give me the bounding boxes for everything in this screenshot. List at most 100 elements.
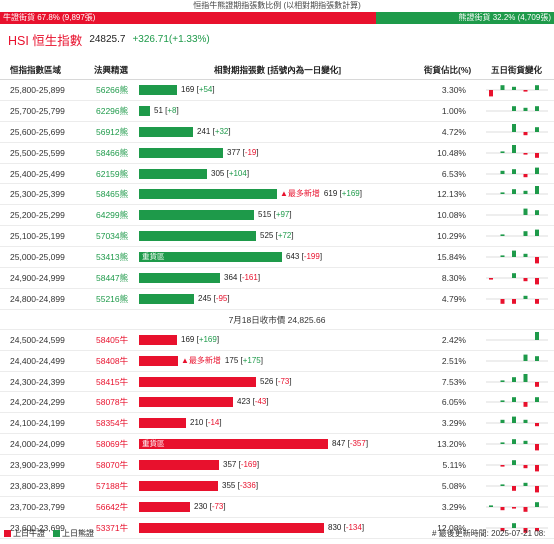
table-row: 24,000-24,099 58069牛 重貨區 847 [-357] 13.20% bbox=[0, 434, 554, 456]
distribution-bar: 重貨區 bbox=[139, 439, 328, 450]
distribution-bar-cell: 830 [-134] bbox=[139, 522, 365, 533]
distribution-bar bbox=[139, 105, 150, 116]
trend-bar bbox=[535, 527, 539, 532]
trend-bar bbox=[535, 355, 539, 361]
range-cell: 23,600-23,699 bbox=[10, 522, 65, 533]
distribution-bar bbox=[139, 273, 220, 284]
table-row: 25,300-25,399 58465熊 ▲最多新增 619 [+169] 12.13% bbox=[0, 184, 554, 206]
table-row: 23,900-23,999 58070牛 357 [-169] 5.11% bbox=[0, 455, 554, 477]
table-row: 24,500-24,599 58405牛 169 [+169] 2.42% bbox=[0, 330, 554, 351]
day-change: -43 bbox=[254, 397, 267, 407]
trend-bar bbox=[512, 439, 516, 445]
legal-product-link[interactable]: 56266熊 bbox=[96, 85, 129, 95]
table-row: 23,600-23,699 53371牛 830 [-134] 12.08% bbox=[0, 518, 554, 539]
trend-bar bbox=[512, 273, 516, 279]
trend-bar bbox=[500, 420, 505, 424]
heavy-zone-label: 重貨區 bbox=[142, 252, 165, 262]
table-row: 24,400-24,499 58408牛 ▲最多新增 175 [+175] 2.51% bbox=[0, 351, 554, 372]
trend-bar bbox=[500, 527, 505, 532]
legal-product-link[interactable]: 57188牛 bbox=[96, 481, 129, 492]
distribution-bar-cell: 526 [-73] bbox=[139, 376, 292, 387]
day-change: +97 bbox=[275, 210, 290, 220]
legal-product-link[interactable]: 58447熊 bbox=[96, 273, 129, 284]
legal-product-link[interactable]: 58078牛 bbox=[96, 397, 129, 408]
range-cell: 24,100-24,199 bbox=[10, 418, 65, 429]
percentage-cell: 4.79% bbox=[441, 293, 466, 304]
range-cell: 24,400-24,499 bbox=[10, 355, 65, 366]
trend-bar bbox=[500, 442, 505, 445]
legal-product-link[interactable]: 62296熊 bbox=[96, 105, 129, 116]
day-change: -161 bbox=[241, 273, 258, 283]
legal-product-link[interactable]: 58405牛 bbox=[96, 334, 129, 345]
distribution-bar bbox=[139, 522, 324, 533]
range-cell: 25,300-25,399 bbox=[10, 189, 65, 200]
legal-product-link[interactable]: 58466熊 bbox=[96, 147, 129, 158]
table-row: 25,200-25,299 64299熊 515 [+97] 10.08% bbox=[0, 205, 554, 227]
trend-bar bbox=[535, 502, 539, 507]
trend-bar bbox=[523, 208, 528, 216]
legal-product-link[interactable]: 62159熊 bbox=[96, 168, 129, 179]
distribution-value: 643 [-199] bbox=[286, 252, 323, 262]
legal-product-link[interactable]: 58465熊 bbox=[96, 189, 129, 200]
distribution-value: 515 [+97] bbox=[258, 210, 292, 220]
distribution-bar-cell: 169 [+54] bbox=[139, 85, 215, 95]
legal-product-link[interactable]: 56912熊 bbox=[96, 126, 129, 137]
last-updated: # 最後更新時間: 2025-07-21 08: bbox=[432, 529, 546, 538]
percentage-cell: 6.53% bbox=[441, 168, 466, 179]
legal-product-link[interactable]: 58415牛 bbox=[96, 376, 129, 387]
legal-product-link[interactable]: 57034熊 bbox=[96, 231, 129, 242]
bull-rows: 24,500-24,599 58405牛 169 [+169] 2.42% 24,400… bbox=[0, 330, 554, 539]
distribution-value: 830 [-134] bbox=[328, 522, 365, 532]
trend-bar bbox=[535, 331, 539, 340]
day-change: +169 bbox=[198, 334, 217, 344]
range-cell: 25,800-25,899 bbox=[10, 85, 65, 95]
day-change: +8 bbox=[167, 105, 177, 115]
trend-bar bbox=[512, 106, 516, 111]
trend-bar bbox=[489, 278, 493, 280]
legal-product-link[interactable]: 58070牛 bbox=[96, 460, 129, 471]
trend-bar bbox=[535, 298, 539, 304]
bear-swatch-icon bbox=[53, 530, 60, 538]
value-number: 169 bbox=[181, 334, 195, 344]
value-number: 525 bbox=[260, 231, 274, 241]
range-cell: 24,900-24,999 bbox=[10, 273, 65, 284]
distribution-bar bbox=[139, 376, 256, 387]
distribution-bar-cell: ▲最多新增 175 [+175] bbox=[139, 355, 263, 366]
legal-product-link[interactable]: 56642牛 bbox=[96, 501, 129, 512]
table-row: 25,600-25,699 56912熊 241 [+32] 4.72% bbox=[0, 122, 554, 143]
range-cell: 24,500-24,599 bbox=[10, 334, 65, 345]
value-number: 210 bbox=[190, 418, 204, 428]
legal-product-link[interactable]: 64299熊 bbox=[96, 210, 129, 221]
distribution-bar bbox=[139, 460, 219, 471]
legal-product-link[interactable]: 58408牛 bbox=[96, 355, 129, 366]
table-row: 25,700-25,799 62296熊 51 [+8] 1.00% bbox=[0, 101, 554, 122]
legal-product-link[interactable]: 53413熊 bbox=[96, 252, 129, 263]
trend-bar bbox=[535, 278, 539, 285]
legal-product-link[interactable]: 55216熊 bbox=[96, 293, 129, 304]
trend-bar bbox=[512, 250, 516, 258]
percentage-cell: 10.08% bbox=[437, 210, 466, 221]
index-price: 24825.7 bbox=[89, 33, 126, 45]
five-day-trend-chart bbox=[486, 502, 548, 512]
legal-product-link[interactable]: 58354牛 bbox=[96, 418, 129, 429]
value-number: 169 bbox=[181, 85, 195, 94]
legal-product-link[interactable]: 58069牛 bbox=[96, 439, 129, 450]
trend-bar bbox=[523, 90, 528, 92]
five-day-trend-chart bbox=[486, 167, 548, 177]
trend-bar bbox=[512, 506, 516, 509]
day-change: -73 bbox=[277, 376, 290, 386]
trend-bar bbox=[512, 376, 516, 382]
trend-bar bbox=[512, 523, 516, 528]
distribution-bar bbox=[139, 418, 186, 429]
value-number: 230 bbox=[194, 501, 208, 511]
day-change: +72 bbox=[277, 231, 292, 241]
trend-bar bbox=[535, 167, 539, 174]
distribution-value: 175 [+175] bbox=[224, 355, 263, 365]
trend-bar bbox=[523, 402, 528, 408]
distribution-value: 526 [-73] bbox=[260, 376, 292, 386]
five-day-trend-chart bbox=[486, 123, 548, 135]
legal-product-link[interactable]: 53371牛 bbox=[96, 522, 129, 533]
distribution-bar bbox=[139, 231, 256, 242]
range-cell: 25,600-25,699 bbox=[10, 126, 65, 137]
five-day-trend-chart bbox=[486, 273, 548, 285]
